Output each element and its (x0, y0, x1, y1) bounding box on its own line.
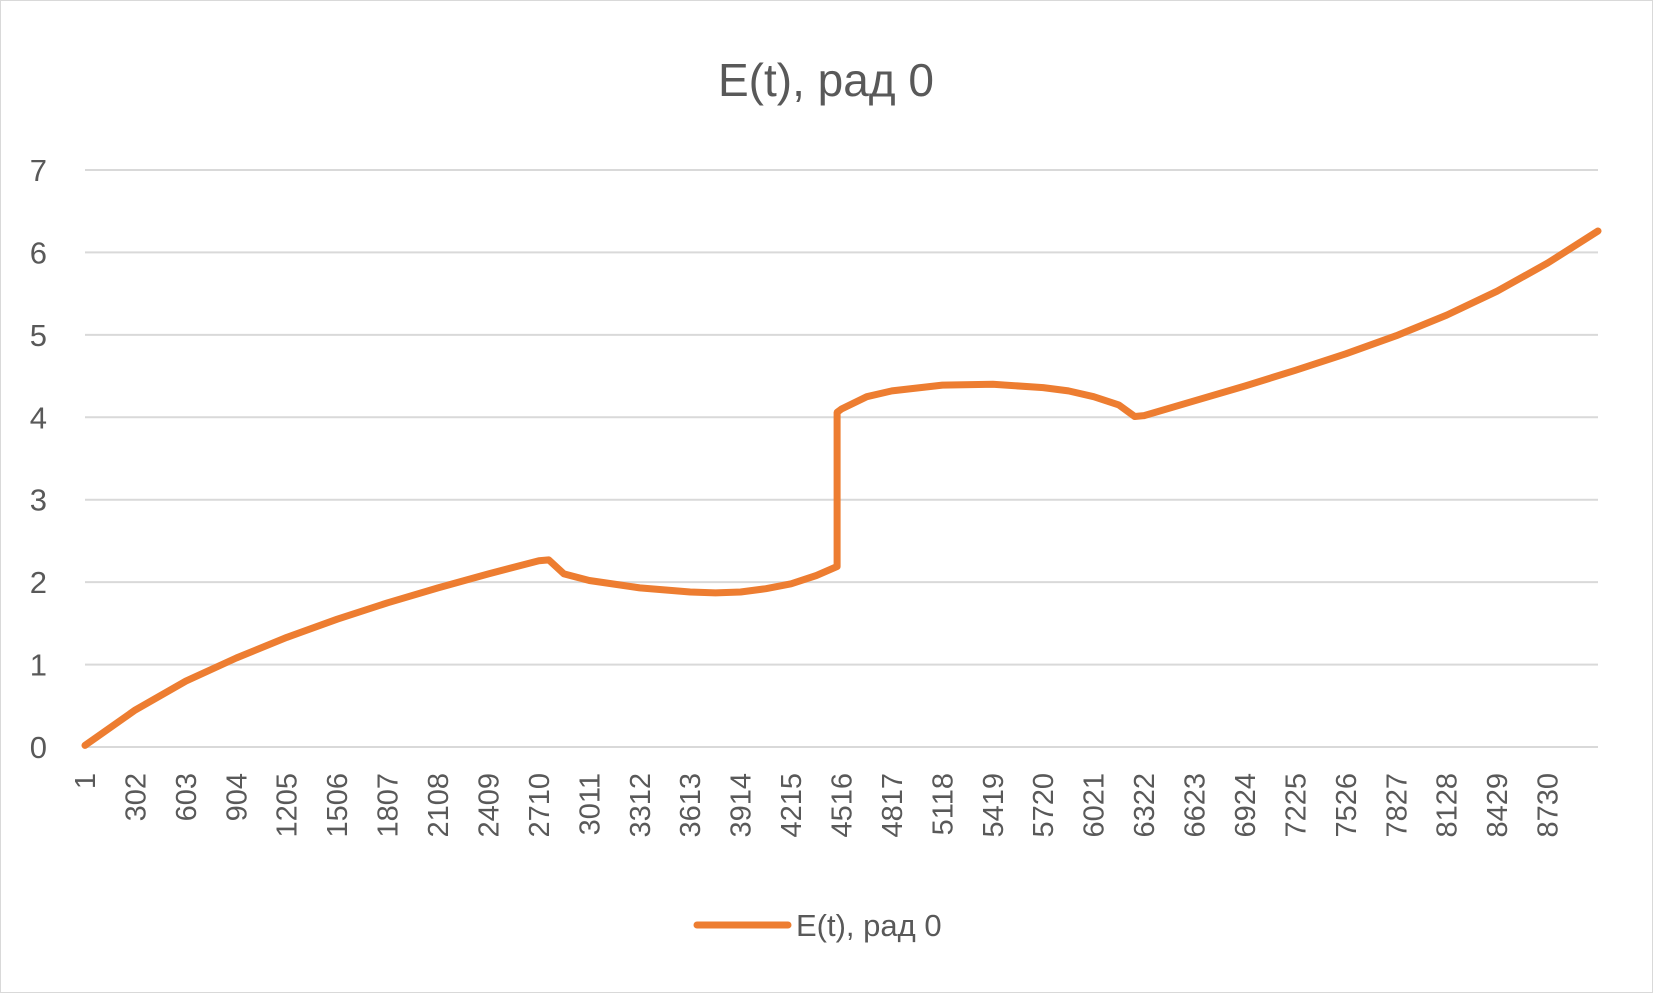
x-tick-label: 1 (70, 773, 102, 789)
x-tick-label: 2409 (473, 773, 505, 838)
x-tick-label: 603 (171, 773, 203, 821)
legend: E(t), рад 0 (693, 908, 942, 943)
x-tick-label: 3011 (574, 773, 606, 835)
x-tick-label: 8128 (1432, 773, 1464, 838)
y-tick-label: 0 (30, 730, 47, 765)
x-tick-label: 7526 (1331, 773, 1363, 838)
x-tick-label: 6021 (1079, 773, 1111, 838)
x-tick-label: 7225 (1280, 773, 1312, 838)
x-tick-label: 2710 (524, 773, 556, 838)
x-tick-label: 6623 (1180, 773, 1212, 838)
series-line-0 (81, 227, 1602, 749)
x-tick-label: 5118 (927, 773, 959, 835)
x-tick-label: 3914 (726, 773, 758, 838)
x-axis-ticks: 1 302 603 904 1205 1506 1807 2108 2409 2710 3011 33… (70, 773, 1565, 838)
series-layer (81, 227, 1602, 749)
x-tick-label: 1807 (373, 773, 405, 838)
x-tick-label: 4817 (877, 773, 909, 838)
legend-label: E(t), рад 0 (796, 908, 942, 943)
y-tick-label: 1 (30, 648, 47, 683)
x-tick-label: 904 (221, 773, 253, 821)
x-tick-label: 3312 (625, 773, 657, 838)
x-tick-label: 1205 (272, 773, 304, 838)
x-tick-label: 1506 (322, 773, 354, 838)
x-tick-label: 302 (120, 773, 152, 821)
grid-layer (85, 169, 1598, 748)
y-tick-label: 2 (30, 565, 47, 600)
x-tick-label: 3613 (675, 773, 707, 838)
y-tick-label: 3 (30, 483, 47, 518)
y-axis-ticks: 0 1 2 3 4 5 6 7 (30, 153, 47, 765)
y-tick-label: 6 (30, 235, 47, 270)
chart-title: E(t), рад 0 (718, 54, 934, 106)
x-tick-label: 8730 (1533, 773, 1565, 838)
x-tick-label: 6924 (1230, 773, 1262, 838)
x-tick-label: 4215 (776, 773, 808, 838)
x-tick-label: 8429 (1482, 773, 1514, 838)
y-tick-label: 5 (30, 318, 47, 353)
x-tick-label: 5419 (978, 773, 1010, 838)
y-tick-label: 4 (30, 400, 47, 435)
x-tick-label: 5720 (1028, 773, 1060, 838)
y-tick-label: 7 (30, 153, 47, 188)
x-tick-label: 2108 (423, 773, 455, 838)
x-tick-label: 6322 (1129, 773, 1161, 838)
x-tick-label: 4516 (827, 773, 859, 838)
x-tick-label: 7827 (1381, 773, 1413, 838)
